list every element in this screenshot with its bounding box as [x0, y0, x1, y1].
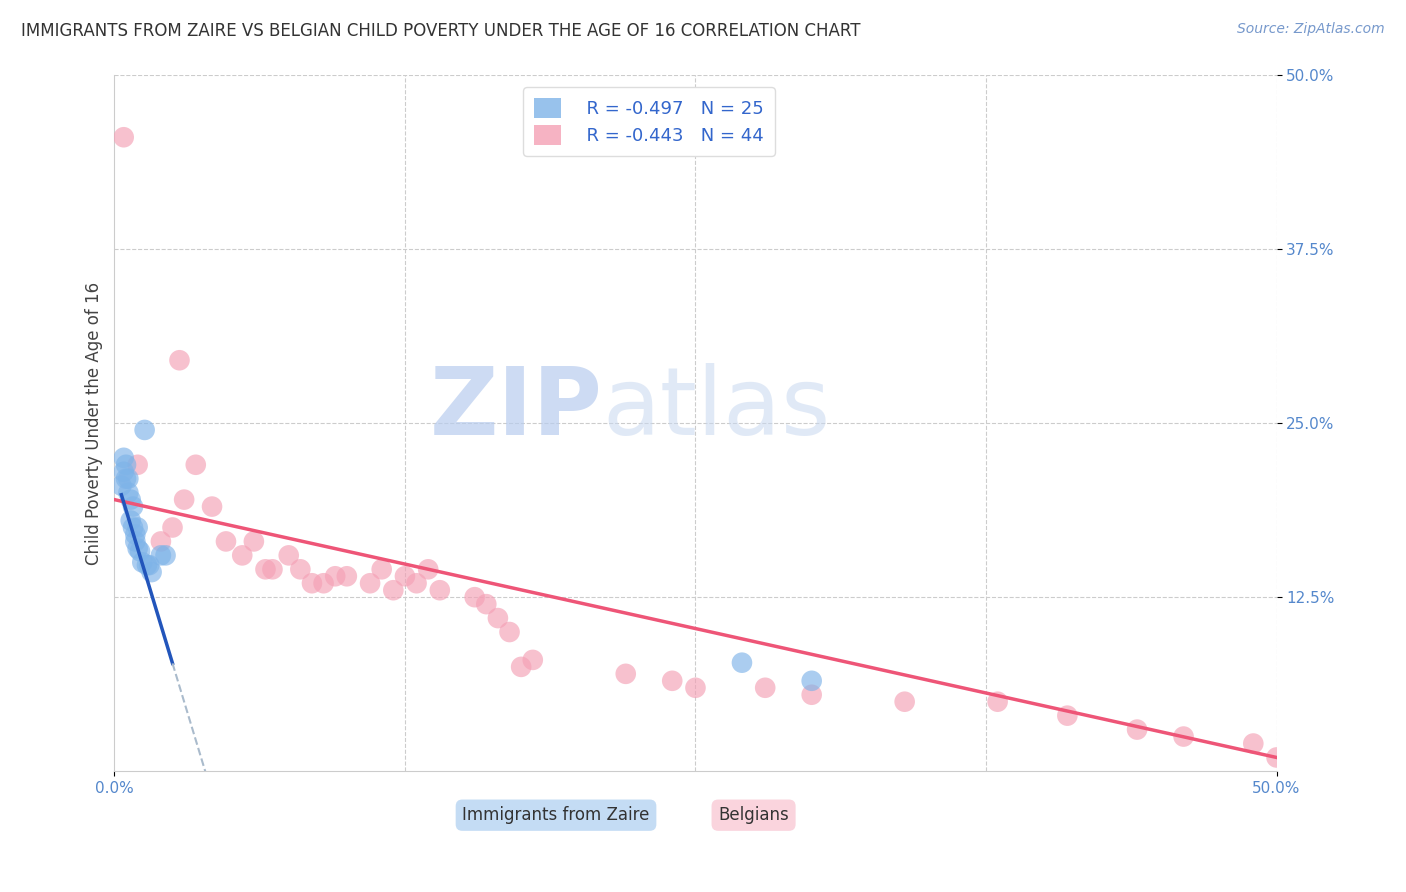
- Point: [418, 562, 440, 576]
- Point: [149, 549, 172, 563]
- Point: [124, 527, 146, 541]
- Point: [149, 534, 172, 549]
- Text: Source: ZipAtlas.com: Source: ZipAtlas.com: [1237, 22, 1385, 37]
- Point: [336, 569, 359, 583]
- Point: [112, 450, 135, 465]
- Point: [254, 562, 277, 576]
- Point: [120, 492, 142, 507]
- Point: [290, 562, 312, 576]
- Point: [122, 500, 145, 514]
- Point: [243, 534, 266, 549]
- Point: [231, 549, 253, 563]
- Point: [661, 673, 683, 688]
- Point: [382, 583, 405, 598]
- Point: [120, 514, 142, 528]
- Point: [301, 576, 323, 591]
- Point: [134, 423, 156, 437]
- Point: [110, 478, 132, 492]
- Point: [169, 353, 191, 368]
- Point: [394, 569, 416, 583]
- Point: [685, 681, 707, 695]
- Point: [359, 576, 381, 591]
- Point: [731, 656, 754, 670]
- Point: [312, 576, 335, 591]
- Point: [201, 500, 224, 514]
- Point: [115, 458, 138, 472]
- Point: [155, 549, 177, 563]
- Point: [127, 520, 149, 534]
- Point: [405, 576, 427, 591]
- Point: [138, 558, 160, 573]
- Point: [1173, 730, 1195, 744]
- Point: [115, 472, 138, 486]
- Point: [262, 562, 284, 576]
- Point: [522, 653, 544, 667]
- Point: [498, 625, 520, 640]
- Point: [464, 590, 486, 604]
- Point: [614, 666, 637, 681]
- Point: [122, 520, 145, 534]
- Point: [323, 569, 346, 583]
- Point: [486, 611, 509, 625]
- Point: [1056, 708, 1078, 723]
- Point: [141, 565, 163, 579]
- Point: [800, 688, 823, 702]
- Point: [1241, 737, 1264, 751]
- Point: [754, 681, 776, 695]
- Point: [429, 583, 451, 598]
- Text: atlas: atlas: [603, 363, 831, 455]
- Point: [173, 492, 195, 507]
- Point: [215, 534, 238, 549]
- Point: [162, 520, 184, 534]
- Point: [112, 130, 135, 145]
- Point: [1265, 750, 1288, 764]
- Point: [117, 485, 139, 500]
- Point: [131, 555, 153, 569]
- Y-axis label: Child Poverty Under the Age of 16: Child Poverty Under the Age of 16: [86, 281, 103, 565]
- Legend:   R = -0.497   N = 25,   R = -0.443   N = 44: R = -0.497 N = 25, R = -0.443 N = 44: [523, 87, 775, 156]
- Text: ZIP: ZIP: [430, 363, 603, 455]
- Point: [800, 673, 823, 688]
- Point: [129, 544, 152, 558]
- Point: [112, 465, 135, 479]
- Point: [136, 558, 159, 573]
- Point: [475, 597, 498, 611]
- Point: [1126, 723, 1149, 737]
- Point: [987, 695, 1010, 709]
- Point: [510, 660, 533, 674]
- Text: Belgians: Belgians: [718, 806, 789, 824]
- Point: [124, 534, 146, 549]
- Point: [893, 695, 915, 709]
- Point: [117, 472, 139, 486]
- Text: IMMIGRANTS FROM ZAIRE VS BELGIAN CHILD POVERTY UNDER THE AGE OF 16 CORRELATION C: IMMIGRANTS FROM ZAIRE VS BELGIAN CHILD P…: [21, 22, 860, 40]
- Point: [127, 458, 149, 472]
- Point: [370, 562, 392, 576]
- Point: [127, 541, 149, 556]
- Point: [277, 549, 299, 563]
- Text: Immigrants from Zaire: Immigrants from Zaire: [463, 806, 650, 824]
- Point: [184, 458, 207, 472]
